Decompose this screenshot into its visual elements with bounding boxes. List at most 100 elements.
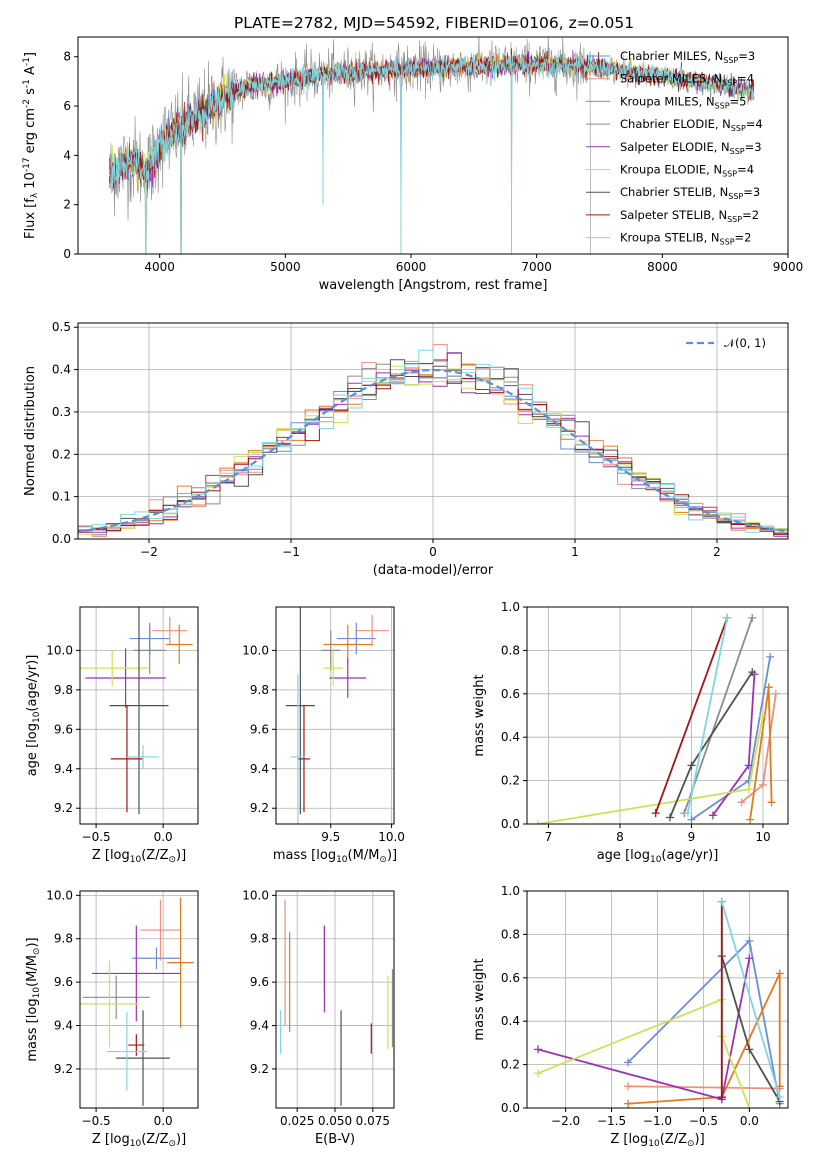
legend-entry: Salpeter STELIB, NSSP=2 [620,208,759,224]
panel-age-vs-z: −0.5 0.0 9.2 9.4 9.6 9.8 10.0 Z [log10(Z/Z⊙)] ag… [25,606,199,865]
y-tick-label: 1.0 [501,600,520,614]
panel-mass-vs-ebv: 0.025 0.050 0.075 9.2 9.4 9.6 9.8 10.0 E(B-V) [242,888,395,1147]
weight-marker [744,761,753,770]
y-tick-label: 9.2 [250,801,269,815]
weight-series-5 [534,995,754,1108]
weight-line [654,617,729,814]
x-tick-label: 8000 [647,260,678,274]
y-tick-label: 4 [63,148,71,162]
panel-spectrum: 4000 5000 6000 7000 8000 9000 0 2 4 6 8 wavelength … [22,36,803,293]
errorbar-point-2 [323,624,373,665]
weight-marker [745,954,754,963]
y-tick-label: 0.1 [52,490,71,504]
weight-marker [748,668,757,677]
errorbar-point-5 [323,650,343,686]
normal-reference-line [78,368,788,533]
legend-entry: Salpeter MILES, NSSP=4 [620,72,754,88]
x-tick-label: 0.075 [356,1114,390,1128]
weight-marker [764,683,773,692]
x-tick-label: 8 [616,830,624,844]
x-tick-label: 0.0 [154,1114,173,1128]
histogram-8 [78,349,788,533]
errorbar-point-1 [152,616,188,645]
weight-line [628,973,781,1105]
y-tick-label: 0.4 [501,730,520,744]
x-axis-label: (data-model)/error [373,563,494,578]
x-tick-label: 9.5 [321,830,340,844]
x-axis-label: Z [log10(Z/Z⊙)] [610,1132,704,1149]
panel-mass-vs-z: −0.5 0.0 9.2 9.4 9.6 9.8 10.0 Z [log10(Z/Z⊙)] ma… [25,888,199,1149]
weight-marker [775,969,784,978]
y-tick-label: 9.2 [250,1062,269,1076]
weight-line [628,1085,780,1090]
panel-weight-vs-z: −2.0 −1.5 −1.0 −0.5 0.0 0.0 0.2 0.4 0.6 0.8 1.0 Z [… [472,884,789,1149]
weight-marker [744,776,753,785]
errorbar-point-0 [336,622,376,655]
x-tick-label: −0.5 [689,1114,718,1128]
weight-series-2 [746,683,776,824]
weight-marker [534,1045,543,1054]
errorbar-point-3 [321,630,341,671]
weight-marker [771,689,780,698]
y-axis-label: mass [log10(M/M⊙)] [25,937,42,1061]
weight-line [537,958,751,1101]
errorbar-point-8 [106,1012,148,1091]
frame-mass-vs-z: −0.5 0.0 9.2 9.4 9.6 9.8 10.0 Z [log10(Z/Z⊙)] ma… [25,888,199,1149]
panel-age-vs-mass: 9.5 10.0 9.2 9.4 9.6 9.8 10.0 mass [log10(M/M⊙)… [242,606,405,865]
x-tick-label: 0.0 [154,830,173,844]
y-tick-label: 10.0 [46,888,73,902]
spectrum-line-8 [109,50,755,254]
legend-entry: Chabrier ELODIE, NSSP=4 [620,117,763,133]
y-tick-label: 9.8 [54,683,73,697]
x-tick-label: −1.5 [597,1114,626,1128]
frame-age-vs-z: −0.5 0.0 9.2 9.4 9.6 9.8 10.0 Z [log10(Z/Z⊙)] ag… [25,606,199,865]
weight-marker [534,1069,543,1078]
x-axis-label: wavelength [Angstrom, rest frame] [319,278,548,293]
weight-marker [624,1099,633,1108]
weight-series-0 [687,652,775,824]
plot-area-residuals [78,344,788,537]
weight-line [537,715,764,824]
weight-marker [746,815,755,824]
y-tick-label: 9.6 [250,975,269,989]
y-tick-label: 0.2 [52,447,71,461]
y-tick-label: 9.2 [54,801,73,815]
y-tick-label: 0.6 [501,971,520,985]
x-tick-label: 7000 [521,260,552,274]
weight-marker [766,652,775,661]
y-tick-label: 9.4 [54,762,73,776]
errorbar-point-4 [85,648,166,708]
x-tick-label: −2 [140,545,158,559]
y-tick-label: 0 [63,247,71,261]
axes-frame [275,606,395,825]
errorbar-point-7 [110,705,144,813]
y-tick-label: 9.4 [250,762,269,776]
x-axis-label: age [log10(age/yr)] [597,848,719,865]
y-tick-label: 0.3 [52,405,71,419]
axes-frame [79,606,199,825]
weight-marker [717,897,726,906]
plot-area-age-vs-z [80,607,193,815]
weight-series-8 [683,613,732,818]
x-tick-label: 1 [571,545,579,559]
x-tick-label: 7 [545,830,553,844]
weight-marker [745,1045,754,1054]
x-tick-label: 0.050 [318,1114,352,1128]
errorbar-point-6 [109,607,169,815]
frame-weight-vs-z: −2.0 −1.5 −1.0 −0.5 0.0 0.0 0.2 0.4 0.6 0.8 1.0 Z [… [472,884,789,1149]
weight-marker [533,820,542,824]
x-tick-label: 9 [688,830,696,844]
y-tick-label: 0.6 [501,687,520,701]
errorbar-point-7 [128,1034,145,1056]
y-tick-label: 9.6 [250,722,269,736]
errorbar-point-4 [92,925,181,1022]
y-tick-label: 9.6 [54,722,73,736]
legend-entry: 𝒩(0, 1) [724,336,766,350]
weight-marker [708,811,717,820]
weight-series-8 [717,897,784,1102]
y-tick-label: 0.0 [501,1101,520,1115]
weight-series-4 [708,670,759,820]
y-tick-label: 0.0 [501,817,520,831]
y-tick-label: 8 [63,50,71,64]
